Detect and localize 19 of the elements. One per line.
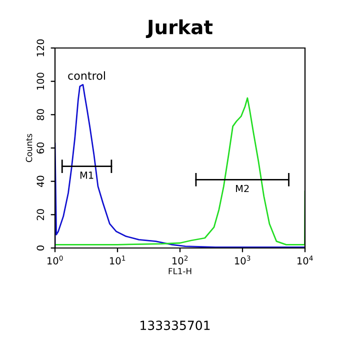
x-axis-title: FL1-H <box>168 268 192 274</box>
x-tick-label: 10$^{3}$ <box>235 256 250 264</box>
y-tick-label: 80 <box>36 109 44 120</box>
y-tick-label: 20 <box>36 209 44 220</box>
x-tick-label: 10$^{1}$ <box>110 256 126 264</box>
y-tick-label: 40 <box>36 176 44 188</box>
chart-title: Jurkat <box>146 19 213 38</box>
y-tick-label: 0 <box>36 246 44 250</box>
y-tick-label: 60 <box>36 142 44 154</box>
series-label: M1 <box>80 172 94 179</box>
y-tick-label: 120 <box>36 39 44 56</box>
series-label: M2 <box>236 184 249 192</box>
annotation: control <box>68 71 105 80</box>
x-tick-label: 10$^{0}$ <box>48 256 63 264</box>
y-tick-label: 100 <box>36 72 44 90</box>
x-tick-label: 10$^{2}$ <box>172 256 188 264</box>
y-axis-title: Counts <box>26 134 32 162</box>
x-tick-label: 10$^{4}$ <box>298 256 313 264</box>
text: 133335701 <box>140 320 210 330</box>
